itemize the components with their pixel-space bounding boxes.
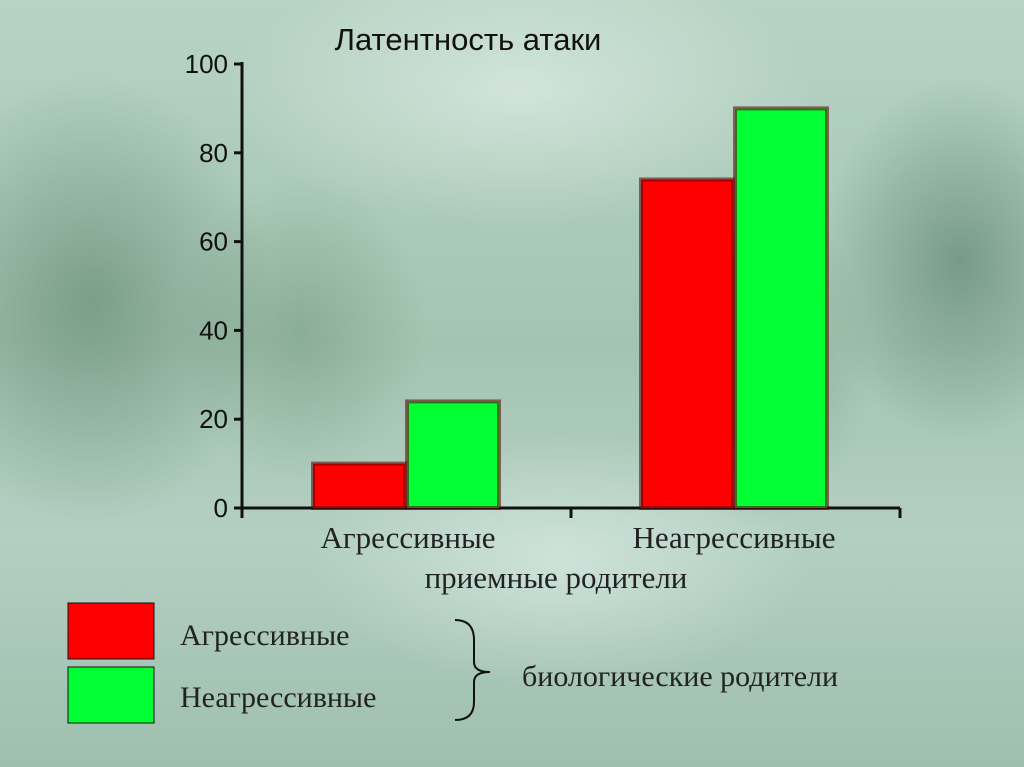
legend-swatch-aggressive — [67, 602, 155, 660]
y-tick-label: 60 — [199, 227, 228, 257]
y-tick-label: 80 — [199, 138, 228, 168]
x-labels: Агрессивные Неагрессивные — [320, 520, 835, 555]
y-tick-label: 40 — [199, 315, 228, 345]
y-tick-label: 20 — [199, 404, 228, 434]
bar-aggressive-aggressive-adoptive — [311, 461, 407, 511]
y-tick-label: 0 — [214, 493, 228, 523]
y-ticks: 0 20 40 60 80 100 — [185, 49, 242, 523]
legend-label-nonaggressive: Неагрессивные — [180, 681, 376, 714]
chart-title: Латентность атаки — [335, 22, 602, 57]
legend-label-aggressive: Агрессивные — [180, 619, 349, 652]
bar-nonaggressive-nonaggressive-adoptive — [733, 106, 829, 511]
bar-aggressive-nonaggressive-adoptive — [639, 177, 735, 510]
legend: Агрессивные Неагрессивные биологические … — [67, 602, 838, 724]
x-tick-label: Агрессивные — [320, 520, 495, 555]
x-axis-label: приемные родители — [425, 560, 688, 595]
bars — [311, 106, 829, 511]
legend-group-label: биологические родители — [522, 660, 838, 693]
x-tick-label: Неагрессивные — [633, 520, 836, 555]
bar-nonaggressive-aggressive-adoptive — [405, 399, 501, 510]
y-tick-label: 100 — [185, 49, 228, 79]
legend-swatch-nonaggressive — [67, 666, 155, 724]
legend-brace — [454, 619, 491, 721]
